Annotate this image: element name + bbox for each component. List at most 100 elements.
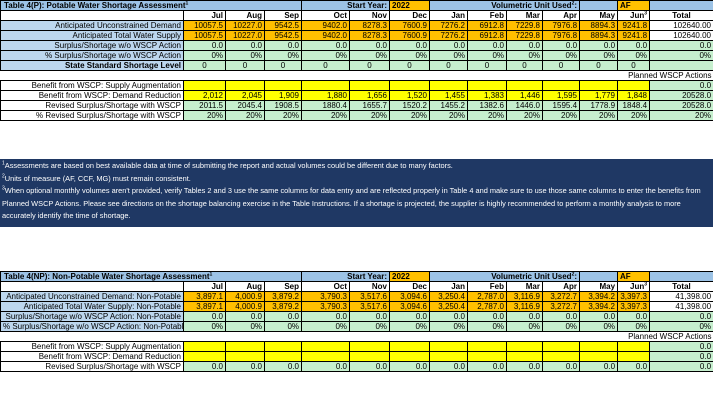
tnp-demand-red-cell[interactable] [506,351,543,362]
tp-demand-red-cell[interactable]: 1,446 [506,90,543,101]
tp-supply-aug-cell[interactable] [264,80,302,91]
tnp-demand-cell[interactable]: 3,094.6 [389,291,430,302]
tp-demand-cell[interactable]: 7600.9 [389,20,430,31]
tnp-demand-cell[interactable]: 3,397.3 [617,291,651,302]
tp-demand-red-cell[interactable]: 1,455 [429,90,468,101]
tp-demand-red-cell[interactable]: 1,656 [349,90,390,101]
potable-start-year-cell[interactable]: 2022 [389,0,430,11]
tp-demand-red-cell[interactable]: 2,012 [183,90,226,101]
tp-demand-red-cell[interactable]: 1,880 [301,90,350,101]
tnp-supply-aug-cell[interactable] [429,341,468,352]
tnp-demand-cell[interactable]: 3,879.2 [264,291,302,302]
tp-supply-cell[interactable]: 7229.8 [506,30,543,41]
tnp-supply-aug-cell[interactable] [506,341,543,352]
tp-supply-aug-cell[interactable] [225,80,265,91]
tnp-supply-cell[interactable]: 3,250.4 [429,301,468,312]
tp-supply-cell[interactable]: 10227.0 [225,30,265,41]
tnp-demand-cell[interactable]: 3,394.2 [579,291,619,302]
tnp-demand-cell[interactable]: 3,897.1 [183,291,226,302]
tp-supply-aug-cell[interactable] [183,80,226,91]
tnp-supply-cell[interactable]: 3,897.1 [183,301,226,312]
tp-supply-aug-cell[interactable] [506,80,543,91]
tp-supply-cell[interactable]: 8894.3 [579,30,619,41]
tnp-demand-red-cell[interactable] [389,351,430,362]
tp-supply-aug-cell[interactable] [579,80,619,91]
tnp-supply-aug-cell[interactable] [579,341,619,352]
tp-demand-cell[interactable]: 10057.5 [183,20,226,31]
tnp-supply-cell[interactable]: 2,787.0 [467,301,507,312]
tp-demand-cell[interactable]: 8278.3 [349,20,390,31]
tp-demand-cell[interactable]: 9402.0 [301,20,350,31]
tnp-demand-cell[interactable]: 3,790.3 [301,291,350,302]
tp-demand-red-cell[interactable]: 1,909 [264,90,302,101]
tnp-demand-red-cell[interactable] [541,351,581,362]
tnp-supply-aug-cell[interactable] [389,341,430,352]
tnp-supply-aug-cell[interactable] [617,341,651,352]
tp-demand-red-cell[interactable]: 1,848 [617,90,651,101]
tp-supply-aug-cell[interactable] [467,80,507,91]
tnp-supply-cell[interactable]: 3,790.3 [301,301,350,312]
tnp-supply-aug-cell[interactable] [301,341,350,352]
tp-supply-cell[interactable]: 9542.5 [264,30,302,41]
tp-supply-aug-cell[interactable] [389,80,430,91]
tp-demand-cell[interactable]: 7976.8 [541,20,581,31]
tnp-supply-aug-cell[interactable] [264,341,302,352]
tnp-supply-cell[interactable]: 4,000.9 [225,301,265,312]
nonpotable-unit-cell[interactable]: AF [617,271,651,282]
tp-demand-red-cell[interactable]: 1,595 [541,90,581,101]
tnp-supply-aug-cell[interactable] [183,341,226,352]
tp-supply-cell[interactable]: 8278.3 [349,30,390,41]
tnp-demand-red-cell[interactable] [301,351,350,362]
tp-supply-aug-cell[interactable] [617,80,651,91]
tp-demand-cell[interactable]: 10227.0 [225,20,265,31]
tnp-demand-red-cell[interactable] [467,351,507,362]
tp-demand-red-cell[interactable]: 1,520 [389,90,430,101]
tp-supply-cell[interactable]: 10057.5 [183,30,226,41]
tp-demand-cell[interactable]: 9241.8 [617,20,651,31]
tp-demand-red-cell[interactable]: 2,045 [225,90,265,101]
tp-supply-aug-cell[interactable] [301,80,350,91]
tp-demand-cell[interactable]: 7229.8 [506,20,543,31]
potable-unit-cell[interactable]: AF [617,0,651,11]
tp-supply-aug-cell[interactable] [541,80,581,91]
tnp-supply-cell[interactable]: 3,394.2 [579,301,619,312]
tnp-demand-red-cell[interactable] [617,351,651,362]
tnp-supply-cell[interactable]: 3,879.2 [264,301,302,312]
tp-demand-cell[interactable]: 6912.8 [467,20,507,31]
tnp-demand-red-cell[interactable] [429,351,468,362]
tp-supply-cell[interactable]: 7976.8 [541,30,581,41]
tnp-demand-red-cell[interactable] [349,351,390,362]
tnp-supply-cell[interactable]: 3,116.9 [506,301,543,312]
tp-supply-cell[interactable]: 9241.8 [617,30,651,41]
tp-supply-cell[interactable]: 9402.0 [301,30,350,41]
tp-supply-cell[interactable]: 6912.8 [467,30,507,41]
tp-demand-red-cell[interactable]: 1,383 [467,90,507,101]
tnp-supply-aug-cell[interactable] [467,341,507,352]
tnp-demand-cell[interactable]: 3,250.4 [429,291,468,302]
tnp-supply-cell[interactable]: 3,517.6 [349,301,390,312]
tnp-supply-cell[interactable]: 3,397.3 [617,301,651,312]
tnp-demand-red-cell[interactable] [579,351,619,362]
tp-supply-aug-cell[interactable] [349,80,390,91]
nonpotable-start-year-cell[interactable]: 2022 [389,271,430,282]
tnp-demand-red-cell[interactable] [183,351,226,362]
tnp-supply-aug-cell[interactable] [541,341,581,352]
tnp-supply-cell[interactable]: 3,094.6 [389,301,430,312]
tnp-supply-aug-cell[interactable] [349,341,390,352]
tnp-demand-cell[interactable]: 2,787.0 [467,291,507,302]
tp-demand-cell[interactable]: 9542.5 [264,20,302,31]
tnp-demand-red-cell[interactable] [225,351,265,362]
tnp-supply-cell[interactable]: 3,272.7 [541,301,581,312]
tp-demand-cell[interactable]: 7276.2 [429,20,468,31]
tp-demand-red-cell[interactable]: 1,779 [579,90,619,101]
tnp-demand-red-cell[interactable] [264,351,302,362]
tp-demand-cell[interactable]: 8894.3 [579,20,619,31]
tnp-demand-cell[interactable]: 3,116.9 [506,291,543,302]
tnp-demand-cell[interactable]: 4,000.9 [225,291,265,302]
tp-supply-cell[interactable]: 7600.9 [389,30,430,41]
tp-supply-aug-cell[interactable] [429,80,468,91]
tnp-demand-cell[interactable]: 3,517.6 [349,291,390,302]
tp-supply-cell[interactable]: 7276.2 [429,30,468,41]
tnp-demand-cell[interactable]: 3,272.7 [541,291,581,302]
tnp-supply-aug-cell[interactable] [225,341,265,352]
